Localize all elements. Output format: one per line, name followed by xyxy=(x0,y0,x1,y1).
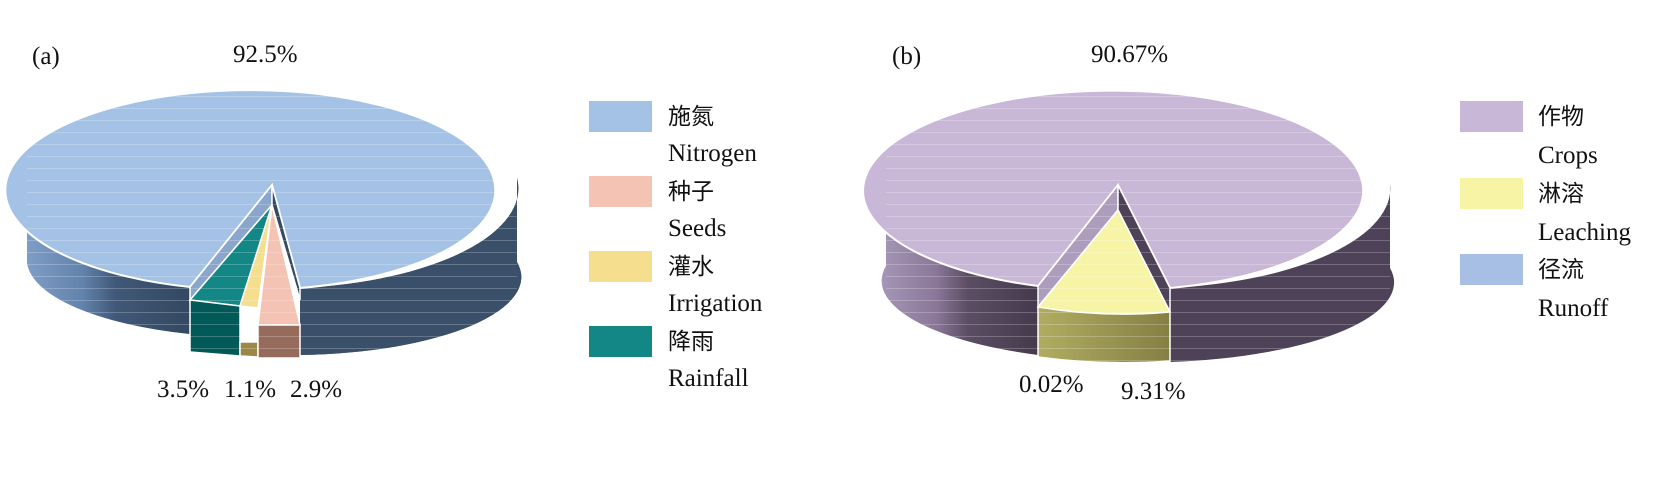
legend-swatch-nitrogen xyxy=(589,101,652,132)
legend-label-en: Rainfall xyxy=(668,365,749,392)
data-label-runoff: 0.02% xyxy=(1019,371,1084,398)
data-label-nitrogen: 92.5% xyxy=(233,41,298,68)
legend-item-seeds: 种子 Seeds xyxy=(589,176,726,242)
legend-swatch-seeds xyxy=(589,176,652,207)
legend-item-rainfall: 降雨 Rainfall xyxy=(589,326,749,392)
legend-label-cn: 降雨 xyxy=(668,329,714,355)
legend-item-crops: 作物 Crops xyxy=(1460,101,1598,169)
legend-item-runoff: 径流 Runoff xyxy=(1460,254,1609,322)
legend-label-cn: 作物 xyxy=(1538,104,1584,130)
legend-label-en: Crops xyxy=(1538,142,1598,169)
panel-a-label: (a) xyxy=(32,43,60,70)
legend-item-nitrogen: 施氮 Nitrogen xyxy=(589,101,757,167)
legend-swatch-runoff xyxy=(1460,254,1523,285)
panel-b: (b) 90.67% 0.02% 9.31% 作物 Crops 淋溶 Leach… xyxy=(862,41,1632,405)
legend-item-irrigation: 灌水 Irrigation xyxy=(589,251,763,317)
panel-b-label: (b) xyxy=(892,43,921,70)
legend-label-cn: 灌水 xyxy=(668,254,714,280)
legend-label-en: Leaching xyxy=(1538,219,1632,246)
data-label-crops: 90.67% xyxy=(1091,41,1168,68)
data-label-leaching: 9.31% xyxy=(1121,378,1186,405)
panel-a: (a) 92.5% 3.5% 1.1% 2.9% 施氮 Nitrogen xyxy=(4,41,763,403)
legend-swatch-crops xyxy=(1460,101,1523,132)
legend-label-en: Runoff xyxy=(1538,295,1609,322)
data-label-irrigation: 1.1% xyxy=(224,376,276,403)
legend-item-leaching: 淋溶 Leaching xyxy=(1460,178,1632,246)
legend-label-cn: 种子 xyxy=(668,179,714,205)
legend-swatch-leaching xyxy=(1460,178,1523,209)
legend-label-cn: 径流 xyxy=(1538,257,1584,283)
legend-a: 施氮 Nitrogen 种子 Seeds 灌水 Irrigation 降雨 Ra… xyxy=(589,101,763,392)
legend-b: 作物 Crops 淋溶 Leaching 径流 Runoff xyxy=(1460,101,1632,322)
legend-label-en: Irrigation xyxy=(668,290,763,317)
data-label-seeds: 2.9% xyxy=(290,376,342,403)
legend-swatch-rainfall xyxy=(589,326,652,357)
data-label-rainfall: 3.5% xyxy=(157,376,209,403)
legend-label-en: Seeds xyxy=(668,215,726,242)
legend-label-cn: 淋溶 xyxy=(1538,181,1584,207)
legend-label-cn: 施氮 xyxy=(668,104,714,130)
legend-swatch-irrigation xyxy=(589,251,652,282)
legend-label-en: Nitrogen xyxy=(668,140,757,167)
